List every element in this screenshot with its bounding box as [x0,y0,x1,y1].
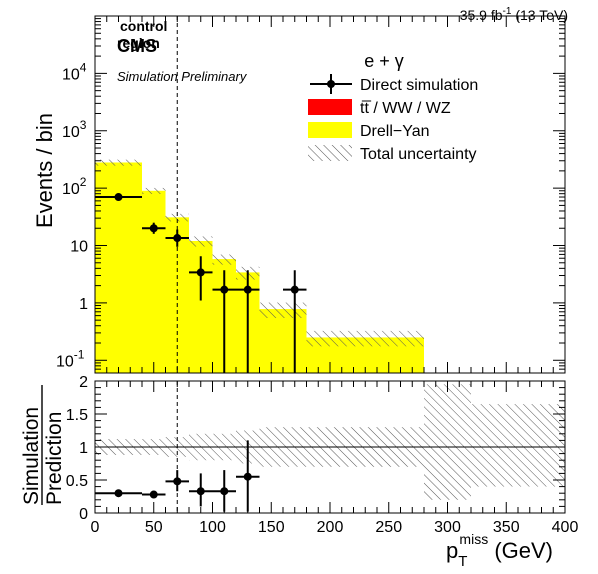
marker [173,477,182,486]
main-y-axis: 10-1 1 10 102 103 104 [56,18,565,374]
ratio-point [142,490,166,499]
uncertainty-band [95,159,142,166]
ratio-y-tick-label: 1 [79,440,88,457]
y-tick-label: 104 [62,60,87,83]
ratio-y-title-denominator: Prediction [43,412,66,505]
marker [196,487,205,496]
x-tick-label: 400 [552,519,579,536]
legend-label: Direct simulation [360,77,478,94]
marker [173,234,182,243]
legend-entry: Direct simulation [310,74,478,94]
region-label-line2: region [117,35,160,51]
uncertainty-band [306,330,424,347]
ratio-y-tick-label: 0 [79,506,88,523]
data-point [95,193,142,202]
uncertainty-band [142,187,166,194]
legend-swatch [308,99,352,115]
ratio-point [212,470,236,512]
ratio-uncertainty-band [471,404,565,487]
main-x-ticks [94,16,566,373]
ratio-point [236,440,260,512]
dy-bar [189,240,213,373]
legend-label: Total uncertainty [360,146,477,163]
legend-swatch [308,122,352,138]
y-tick-label: 10 [70,239,88,256]
dy-bar [259,309,307,373]
cms-label: CMS [117,36,157,56]
legend-entry: Total uncertainty [308,145,477,163]
data-point [189,256,213,301]
legend-marker [327,80,335,88]
x-tick-label: 50 [145,519,163,536]
uncertainty-band [259,302,307,318]
dy-bar [165,217,189,373]
y-tick-label: 10-1 [56,347,85,370]
marker [243,285,252,294]
ratio-y-title: Simulation Prediction [20,385,66,505]
ratio-y-tick-label: 0.5 [66,473,88,490]
legend-hatch-swatch [308,145,352,161]
data-point [212,270,236,373]
legend-entry: tt̅ / WW / WZ [308,99,451,117]
y-axis-title: Events / bin [32,113,57,228]
lumi-label: 35.9 fb-1 (13 TeV) [460,6,568,23]
dy-bar [142,190,166,373]
x-tick-label: 150 [258,519,285,536]
marker [220,487,229,496]
x-tick-label: 0 [91,519,100,536]
x-tick-label: 100 [199,519,226,536]
ratio-uncertainty-hatch [95,384,565,500]
x-axis: 0 50 100 150 200 250 300 350 400 [91,381,579,536]
y-tick-label: 102 [62,175,87,198]
ratio-y-axis: 0 0.5 1 1.5 2 [66,374,565,523]
marker [114,193,123,202]
ratio-y-title-numerator: Simulation [20,407,43,505]
ratio-y-tick-label: 1.5 [66,407,88,424]
marker [149,490,158,499]
ratio-points [95,440,260,512]
ratio-point [189,473,213,507]
data-point [165,229,189,247]
marker [149,224,158,233]
x-tick-label: 200 [317,519,344,536]
ratio-uncertainty-band [424,384,471,500]
y-tick-label: 1 [79,296,88,313]
legend-label: Drell−Yan [360,123,430,140]
region-label-line1: control [120,18,167,34]
marker [196,268,205,277]
marker [220,285,229,294]
data-point [236,270,260,373]
ratio-point [165,470,189,492]
ratio-y-tick-label: 2 [79,374,88,391]
ratio-panel: 0 0.5 1 1.5 2 0 50 100 150 200 250 300 350 400 Simul… [20,374,578,570]
marker [114,489,123,498]
simulation-preliminary-label: Simulation Preliminary [117,69,248,84]
x-tick-label: 250 [375,519,402,536]
marker [290,285,299,294]
uncertainty-band [165,213,189,222]
legend-entry: Drell−Yan [308,122,430,140]
legend: Direct simulation tt̅ / WW / WZ Drell−Yan T… [308,74,478,163]
uncertainty-band [212,254,236,265]
data-point [283,270,307,373]
legend-label: tt̅ / WW / WZ [360,100,451,117]
x-tick-label: 300 [434,519,461,536]
uncertainty-band [189,236,213,247]
data-point [142,222,166,234]
data-points [95,193,307,373]
y-tick-label: 103 [62,118,87,141]
x-tick-label: 350 [493,519,520,536]
ratio-point [95,489,142,498]
x-axis-title: pTmiss (GeV) [446,531,553,570]
channel-label: e + γ [364,51,404,71]
marker [243,472,252,481]
